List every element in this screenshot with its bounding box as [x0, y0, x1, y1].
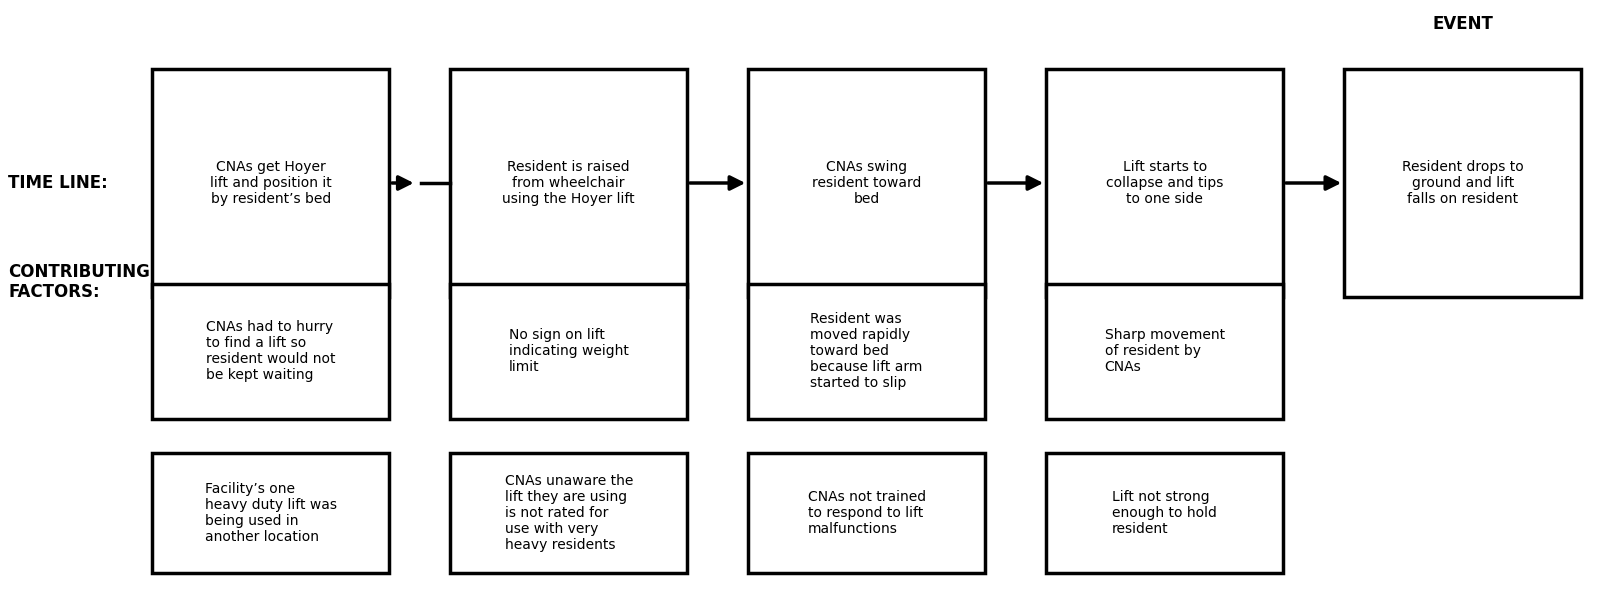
Text: TIME LINE:: TIME LINE: [8, 174, 107, 192]
FancyBboxPatch shape [748, 69, 985, 297]
Text: EVENT: EVENT [1432, 15, 1493, 33]
FancyBboxPatch shape [152, 453, 389, 573]
FancyBboxPatch shape [450, 453, 687, 573]
Text: CNAs get Hoyer
lift and position it
by resident’s bed: CNAs get Hoyer lift and position it by r… [210, 160, 332, 206]
Text: CNAs not trained
to respond to lift
malfunctions: CNAs not trained to respond to lift malf… [807, 490, 926, 536]
Text: Facility’s one
heavy duty lift was
being used in
another location: Facility’s one heavy duty lift was being… [205, 482, 336, 544]
FancyBboxPatch shape [152, 69, 389, 297]
Text: Resident drops to
ground and lift
falls on resident: Resident drops to ground and lift falls … [1402, 160, 1524, 206]
FancyBboxPatch shape [1046, 283, 1283, 419]
Text: CNAs unaware the
lift they are using
is not rated for
use with very
heavy reside: CNAs unaware the lift they are using is … [505, 473, 633, 553]
Text: No sign on lift
indicating weight
limit: No sign on lift indicating weight limit [509, 328, 628, 374]
Text: Resident is raised
from wheelchair
using the Hoyer lift: Resident is raised from wheelchair using… [503, 160, 634, 206]
Text: Resident was
moved rapidly
toward bed
because lift arm
started to slip: Resident was moved rapidly toward bed be… [811, 311, 923, 391]
Text: Sharp movement
of resident by
CNAs: Sharp movement of resident by CNAs [1105, 328, 1224, 374]
Text: CNAs swing
resident toward
bed: CNAs swing resident toward bed [812, 160, 921, 206]
FancyBboxPatch shape [450, 69, 687, 297]
FancyBboxPatch shape [748, 283, 985, 419]
FancyBboxPatch shape [1046, 453, 1283, 573]
Text: Lift starts to
collapse and tips
to one side: Lift starts to collapse and tips to one … [1105, 160, 1224, 206]
Text: CONTRIBUTING
FACTORS:: CONTRIBUTING FACTORS: [8, 263, 151, 301]
Text: CNAs had to hurry
to find a lift so
resident would not
be kept waiting: CNAs had to hurry to find a lift so resi… [207, 320, 335, 382]
FancyBboxPatch shape [748, 453, 985, 573]
FancyBboxPatch shape [450, 283, 687, 419]
FancyBboxPatch shape [152, 283, 389, 419]
FancyBboxPatch shape [1046, 69, 1283, 297]
FancyBboxPatch shape [1344, 69, 1581, 297]
Text: Lift not strong
enough to hold
resident: Lift not strong enough to hold resident [1112, 490, 1218, 536]
